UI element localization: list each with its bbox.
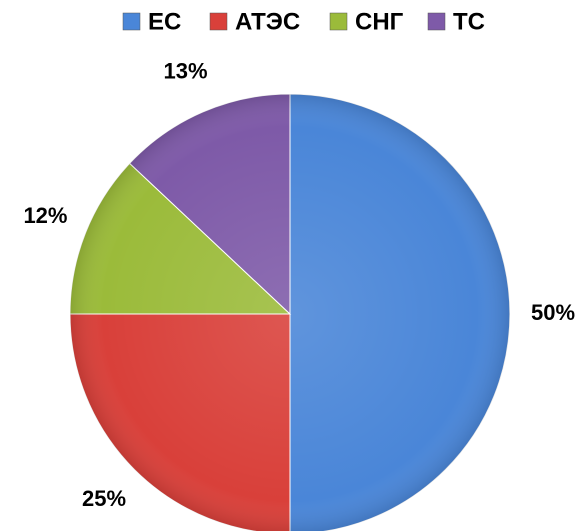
legend-label: ЕС <box>148 8 181 35</box>
legend-label: СНГ <box>355 8 404 35</box>
value-label: 50% <box>531 300 575 325</box>
legend-swatch <box>427 12 446 31</box>
value-label: 13% <box>164 58 208 83</box>
pie-slice <box>289 93 511 531</box>
value-label: 25% <box>82 486 126 511</box>
legend-swatch <box>329 12 348 31</box>
legend-swatch <box>209 12 228 31</box>
legend-label: ТС <box>453 8 485 35</box>
legend-label: АТЭС <box>235 8 300 35</box>
value-label: 12% <box>23 203 67 228</box>
legend-swatch <box>122 12 141 31</box>
